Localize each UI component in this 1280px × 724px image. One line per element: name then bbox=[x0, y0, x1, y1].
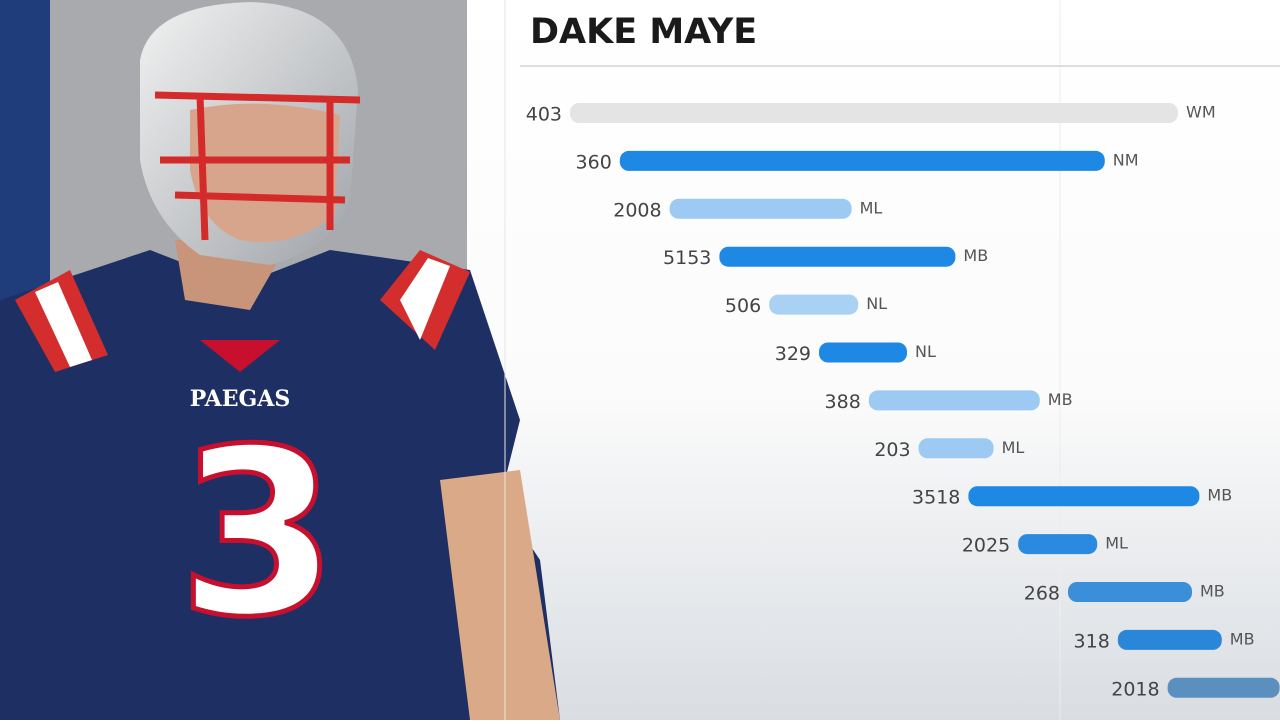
player-photo: PAEGAS 3 bbox=[0, 0, 560, 720]
category-label: 3518 bbox=[912, 487, 960, 509]
bar bbox=[570, 103, 1178, 123]
jersey-number: 3 bbox=[178, 401, 338, 668]
sleeve-stripe bbox=[400, 258, 450, 340]
category-label: 329 bbox=[775, 343, 811, 365]
end-label: ML bbox=[1105, 534, 1128, 553]
bar bbox=[1167, 677, 1280, 698]
category-label: 5153 bbox=[663, 247, 711, 269]
category-label: 388 bbox=[825, 391, 861, 413]
bar bbox=[968, 486, 1200, 507]
end-label: WM bbox=[1186, 103, 1216, 122]
category-label: 318 bbox=[1074, 630, 1110, 652]
bar bbox=[1018, 534, 1098, 555]
end-label: MB bbox=[963, 246, 988, 265]
bar bbox=[769, 294, 859, 315]
end-label: MB bbox=[1048, 390, 1073, 409]
end-label: MB bbox=[1200, 582, 1225, 601]
end-label: MB bbox=[1207, 486, 1232, 505]
logo bbox=[200, 340, 280, 372]
face bbox=[190, 103, 340, 243]
bar bbox=[819, 342, 907, 363]
end-label: ML bbox=[860, 198, 883, 217]
facemask bbox=[154, 91, 361, 241]
jersey bbox=[0, 250, 560, 720]
end-label: NM bbox=[1113, 150, 1139, 169]
category-label: 360 bbox=[576, 151, 612, 173]
bar bbox=[1117, 629, 1222, 650]
bar bbox=[619, 150, 1105, 171]
end-label: NL bbox=[866, 294, 887, 313]
chart-title: DAKE MAYE bbox=[530, 12, 757, 52]
bar-chart: 403 WM 360 NM 2008 ML 5153 MB 506 NL 329 NL 388 MB 203… bbox=[526, 103, 1280, 700]
category-label: 403 bbox=[526, 104, 562, 126]
category-label: 2018 bbox=[1111, 678, 1159, 700]
end-label: MB bbox=[1230, 629, 1255, 648]
category-label: 2025 bbox=[962, 535, 1010, 557]
category-label: 268 bbox=[1024, 583, 1060, 605]
bar bbox=[719, 246, 956, 267]
end-label: NL bbox=[915, 342, 936, 361]
end-label: ML bbox=[1002, 438, 1025, 457]
bar bbox=[868, 390, 1040, 411]
bar bbox=[1068, 582, 1192, 602]
bar bbox=[669, 198, 852, 219]
category-label: 2008 bbox=[613, 199, 661, 221]
category-label: 506 bbox=[725, 295, 761, 317]
arm bbox=[440, 470, 560, 720]
bar bbox=[918, 438, 994, 459]
sleeve-stripe bbox=[35, 282, 92, 367]
category-label: 203 bbox=[874, 439, 910, 461]
jersey-lettering: PAEGAS bbox=[190, 386, 291, 412]
